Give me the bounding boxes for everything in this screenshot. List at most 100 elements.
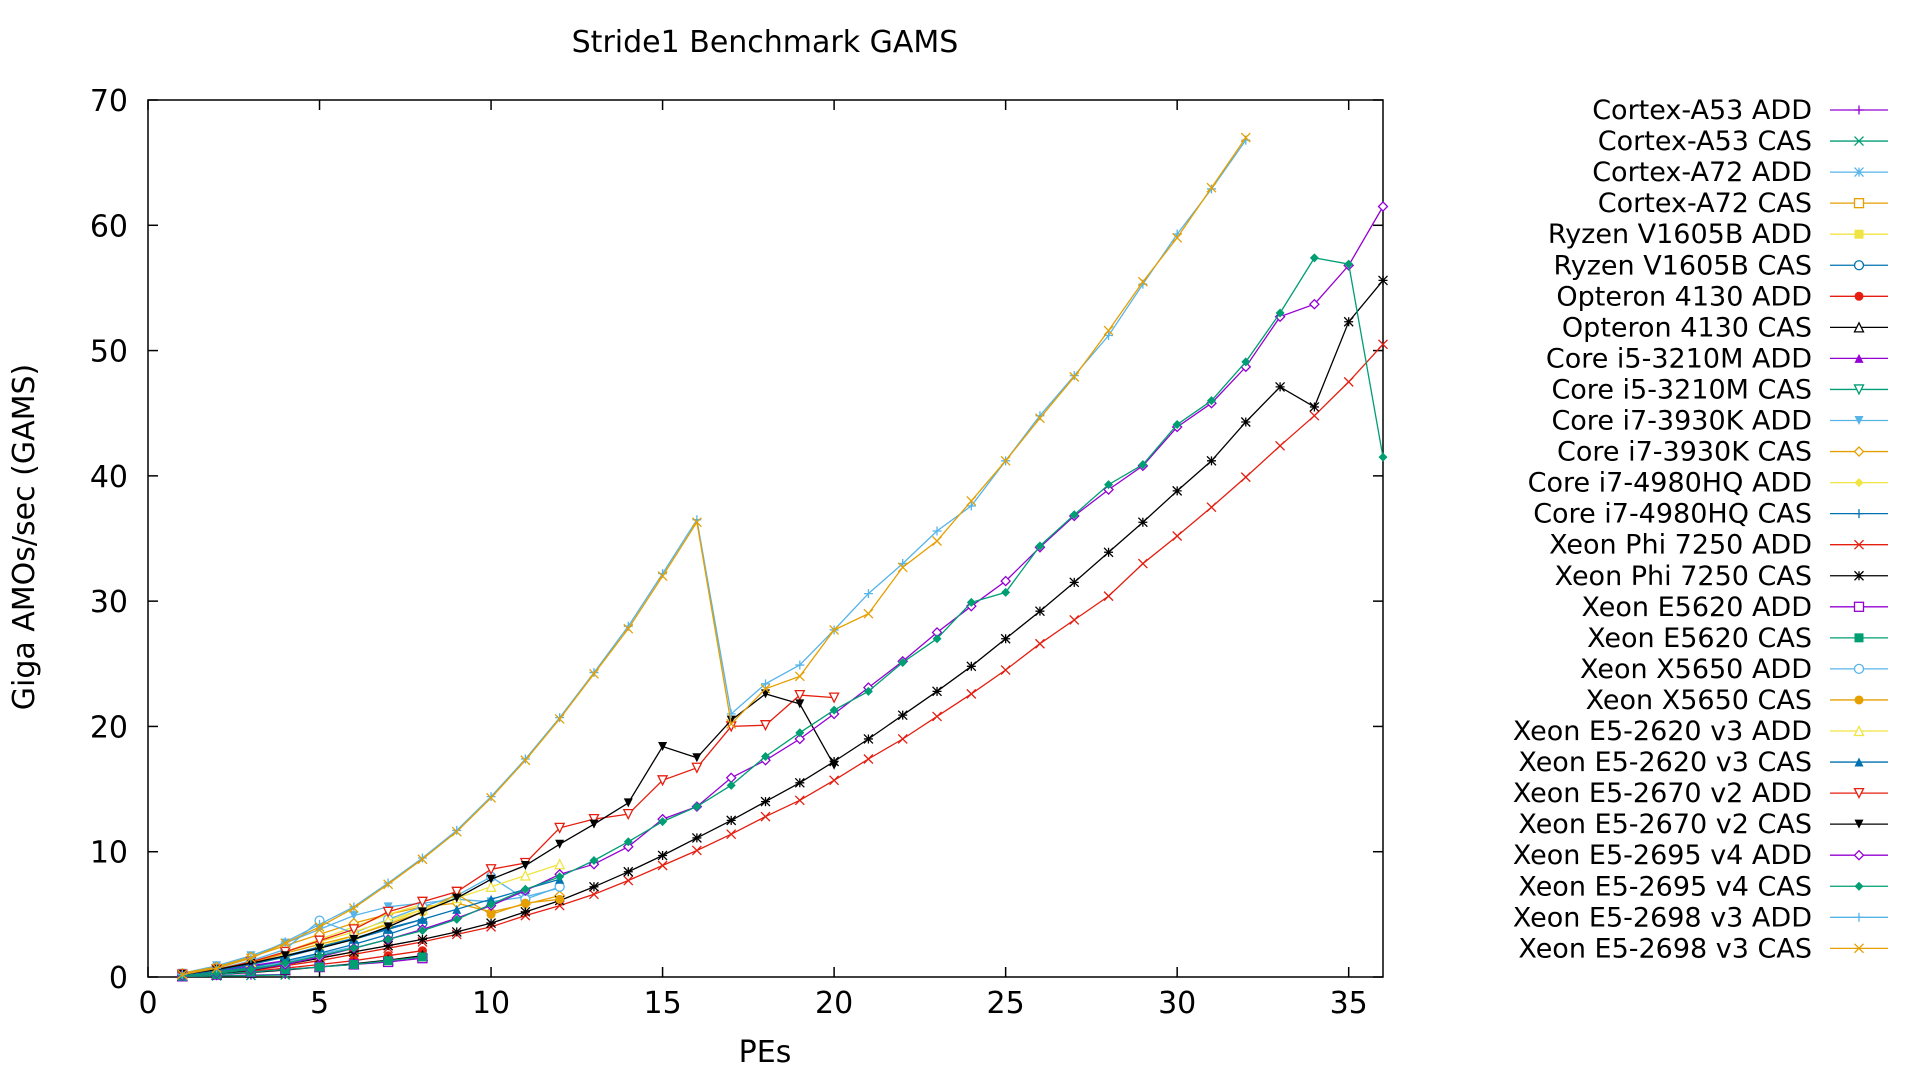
marker — [932, 536, 942, 546]
legend-item: Xeon E5-2695 v4 CAS — [1518, 871, 1888, 902]
marker — [1853, 321, 1865, 333]
marker — [555, 872, 565, 882]
plot-area — [147, 99, 1384, 978]
x-tick-label: 10 — [472, 986, 510, 1021]
marker — [554, 822, 566, 834]
marker — [1854, 819, 1864, 829]
legend-item: Core i7-3930K ADD — [1551, 406, 1888, 437]
legend-item: Xeon E5620 ADD — [1581, 592, 1888, 623]
marker — [1206, 182, 1217, 193]
marker — [1137, 517, 1148, 528]
legend-item: Xeon X5650 CAS — [1586, 685, 1888, 716]
marker — [691, 832, 702, 843]
marker — [486, 894, 496, 904]
marker — [828, 692, 840, 704]
x-tick-label: 30 — [1158, 986, 1196, 1021]
legend-item: Cortex-A53 CAS — [1598, 126, 1888, 157]
legend-label: Xeon E5-2670 v2 CAS — [1518, 809, 1812, 840]
marker — [726, 780, 736, 790]
marker — [794, 671, 805, 682]
marker — [417, 934, 428, 945]
marker — [1853, 601, 1865, 612]
y-tick-label: 40 — [90, 460, 128, 495]
marker — [623, 866, 634, 877]
marker — [795, 660, 805, 670]
marker — [417, 854, 428, 865]
y-tick-label: 30 — [90, 585, 128, 620]
marker — [829, 705, 839, 715]
marker — [177, 969, 188, 980]
legend-label: Ryzen V1605B CAS — [1554, 250, 1813, 281]
legend-label: Xeon E5-2698 v3 ADD — [1513, 902, 1812, 933]
marker — [349, 902, 359, 912]
marker — [932, 686, 942, 697]
marker — [761, 751, 770, 761]
x-tick-label: 35 — [1330, 986, 1368, 1021]
marker — [966, 501, 976, 511]
marker — [1854, 167, 1864, 178]
marker — [1854, 229, 1864, 239]
y-tick-label: 60 — [90, 209, 128, 244]
marker — [1000, 455, 1011, 466]
marker — [1854, 757, 1864, 767]
marker — [589, 855, 599, 865]
marker — [1137, 558, 1148, 569]
marker — [589, 668, 599, 678]
marker — [863, 754, 874, 764]
marker — [692, 753, 702, 763]
marker — [795, 699, 805, 709]
marker — [519, 869, 531, 881]
marker — [1854, 291, 1864, 301]
marker — [863, 733, 874, 744]
legend-item: Ryzen V1605B ADD — [1548, 219, 1888, 250]
marker — [1275, 440, 1286, 451]
marker — [1853, 663, 1865, 675]
marker — [863, 686, 873, 696]
x-tick-label: 20 — [815, 986, 853, 1021]
marker — [313, 935, 326, 947]
marker — [1206, 184, 1216, 194]
marker — [1378, 339, 1388, 350]
marker — [589, 881, 599, 892]
marker — [486, 792, 497, 803]
marker — [589, 668, 599, 679]
series-25 — [177, 253, 1388, 981]
legend-item: Cortex-A53 ADD — [1592, 95, 1888, 126]
series-line — [182, 974, 286, 978]
legend-item: Xeon E5-2698 v3 CAS — [1518, 933, 1888, 964]
marker — [520, 755, 531, 766]
marker — [520, 860, 530, 870]
marker — [726, 815, 737, 826]
legend-label: Cortex-A53 ADD — [1592, 95, 1812, 126]
marker — [486, 899, 496, 909]
legend-label: Core i7-3930K ADD — [1551, 406, 1812, 437]
legend-label: Xeon E5620 CAS — [1587, 623, 1812, 654]
marker — [932, 526, 942, 536]
marker — [555, 839, 565, 849]
marker — [1103, 325, 1114, 336]
axis-ticks: 0 5 10 15 20 25 30 35 0 10 20 30 40 50 60 70 — [90, 84, 1383, 1021]
marker — [759, 720, 772, 732]
marker — [692, 802, 702, 812]
series-line — [182, 139, 1247, 976]
marker — [794, 795, 805, 806]
legend-item: Xeon E5-2620 v3 CAS — [1518, 747, 1888, 778]
marker — [1138, 460, 1148, 470]
marker — [657, 571, 668, 582]
legend-item: Xeon Phi 7250 CAS — [1555, 561, 1888, 592]
marker — [349, 959, 359, 969]
series-line — [182, 694, 835, 976]
series-line — [182, 894, 560, 974]
legend-item: Xeon E5-2695 v4 ADD — [1513, 840, 1888, 871]
marker — [349, 934, 359, 944]
marker — [623, 798, 633, 808]
marker — [383, 956, 393, 966]
marker — [1172, 419, 1182, 429]
marker — [451, 886, 463, 898]
marker — [657, 860, 668, 871]
marker — [246, 964, 256, 974]
marker — [760, 683, 771, 694]
marker — [623, 837, 633, 847]
